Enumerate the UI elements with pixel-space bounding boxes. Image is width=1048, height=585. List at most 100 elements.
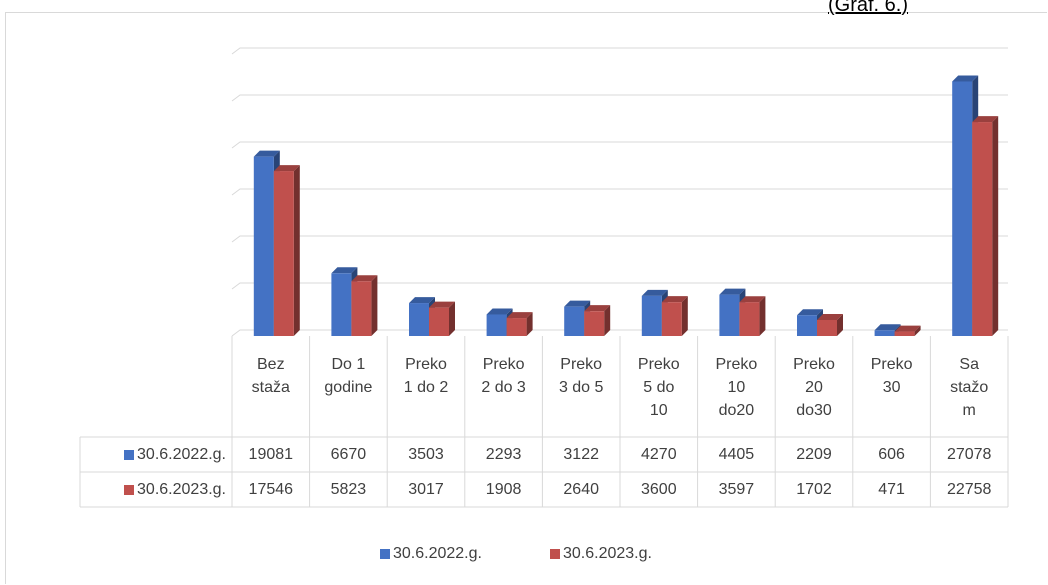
bar-side [914,325,921,336]
table-value: 5823 [330,480,367,498]
table-value: 2293 [485,445,522,463]
bar-front [273,171,294,336]
bar-top [874,324,901,331]
x-tick-label-cell: Do 1 godine [310,340,388,437]
bar-front [874,330,895,336]
x-tick-label: Do 1 godine [324,356,373,396]
bar [817,314,843,336]
bar-top [564,300,591,307]
bar-front [253,156,274,336]
legend-key [124,484,135,495]
bar-top [331,267,358,274]
bar-top [972,116,999,123]
bar-side [293,165,300,336]
table-value: 3017 [408,480,444,498]
table-value: 22758 [946,480,992,498]
x-tick-label-cell: Preko 5 do 10 [620,340,698,437]
bar-top [797,309,823,316]
table-value: 3600 [641,480,677,498]
legend-label: 30.6.2022.g. [393,545,482,562]
x-tick-label-cell: Preko 2 do 3 [465,340,543,437]
table-value: 471 [878,480,905,498]
bar-side [526,312,533,336]
legend-label: 30.6.2023.g. [563,545,652,562]
legend-key [124,449,135,460]
table-value: 1702 [796,480,832,498]
bar [661,296,688,336]
x-tick-label-cell: Preko 20 do30 [775,340,853,437]
bar-side [992,116,999,336]
x-tick-label-cell: Sa stažom [930,340,1008,437]
bar-top [584,305,611,312]
legend-item: 30.6.2022.g. [380,545,482,563]
x-tick-label-cell: Preko 3 do 5 [542,340,620,437]
bar-front [739,302,760,336]
bar-top [952,75,979,82]
grid-line [231,188,1008,196]
table-value: 6670 [330,445,367,463]
bar-front [409,303,429,336]
table-value: 3503 [408,445,444,463]
bar [273,165,300,336]
table-value: 3122 [563,445,599,463]
bar-side [604,305,611,336]
table-value: 2640 [563,480,599,498]
bar-front [894,331,915,336]
table-value: 19081 [248,445,294,463]
bar-top [661,296,688,303]
x-tick-label: Preko 30 [870,356,913,396]
bar-top [273,165,300,172]
x-tick-label: Preko 1 do 2 [403,356,449,396]
bar-side [449,301,455,336]
bar-side [371,275,378,336]
x-tick-label-cell: Bez staža [232,340,310,437]
bar-front [506,318,527,336]
grid-line [231,47,1008,55]
x-tick-label: Preko 3 do 5 [558,356,604,396]
table-value: 17546 [248,480,294,498]
x-tick-label-cell: Preko 10 do20 [698,340,776,437]
bar [972,116,999,336]
bar [351,275,378,336]
table-value: 1908 [485,480,522,498]
annotation: (Graf. 6.) [828,0,909,16]
x-tick-label: Preko 20 do30 [793,356,835,419]
chart-frame [5,12,1047,584]
table-value: 27078 [946,445,992,463]
bar-front [429,307,449,336]
row-label: 30.6.2022.g. [137,445,226,463]
table-value: 4270 [641,445,677,463]
table-value: 2209 [796,445,832,463]
bar [894,325,921,336]
bar-front [797,315,817,336]
x-tick-label-cell: Preko 1 do 2 [387,340,465,437]
bar-front [817,320,837,336]
bar-top [506,312,533,319]
x-tick-label: Preko 5 do 10 [637,356,680,419]
bar-top [409,297,435,304]
table-value: 3597 [718,480,755,498]
bar-top [351,275,378,282]
bar-front [564,306,585,336]
bar-front [661,302,682,336]
bar-top [253,150,280,157]
x-tick-label: Preko 10 do20 [715,356,758,419]
bar-top [894,325,921,332]
legend-item: 30.6.2023.g. [550,545,652,563]
row-label: 30.6.2023.g. [137,480,226,498]
bar-top [817,314,843,321]
bar-top [719,288,746,295]
grid-line [231,141,1008,149]
x-tick-label: Sa stažom [950,356,989,419]
bar-front [486,314,507,336]
bar-side [759,296,766,336]
table-value: 606 [878,445,905,463]
bar-side [837,314,843,336]
legend-key [550,549,560,559]
bar [797,309,823,336]
x-tick-label: Preko 2 do 3 [481,356,526,396]
bar-side [681,296,688,336]
bar-front [351,281,372,336]
